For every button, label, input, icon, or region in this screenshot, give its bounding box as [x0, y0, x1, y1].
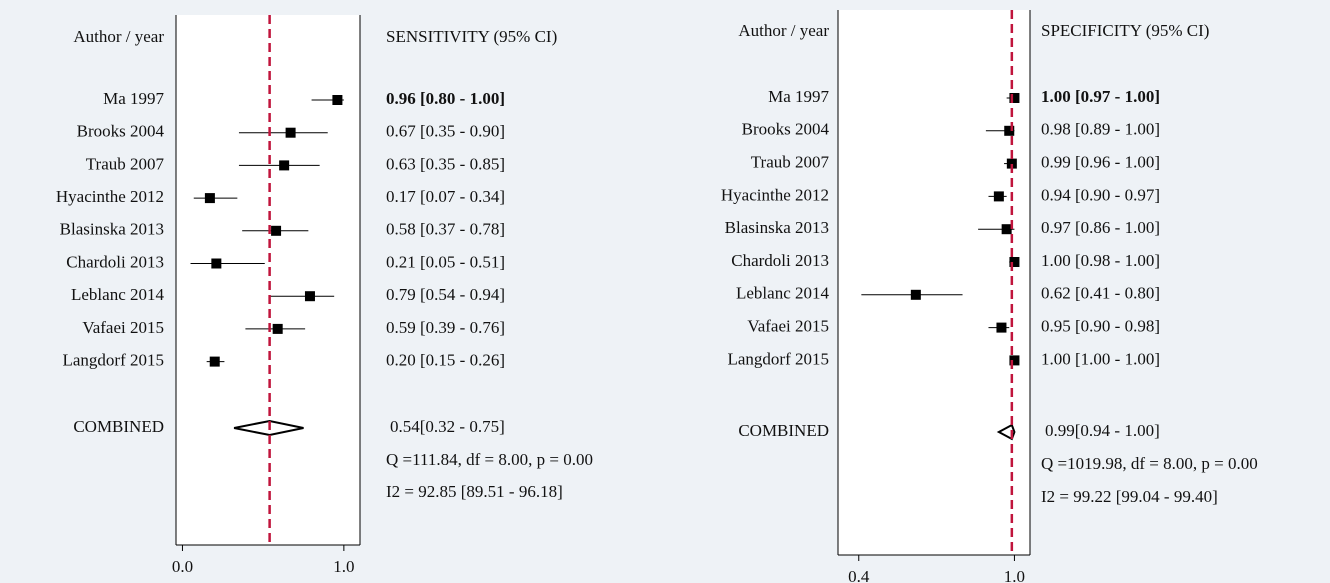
plot-area	[838, 10, 1030, 555]
point-estimate	[1009, 355, 1020, 366]
x-tick-label: 0.0	[172, 557, 193, 576]
study-estimate: 0.20 [0.15 - 0.26]	[386, 351, 505, 370]
x-tick-label: 1.0	[333, 557, 354, 576]
point-estimate	[332, 95, 343, 105]
point-estimate	[1006, 158, 1017, 169]
point-estimate	[271, 225, 282, 236]
point-estimate	[279, 160, 290, 171]
heterogeneity: Q =1019.98, df = 8.00, p = 0.00	[1041, 454, 1258, 473]
point-estimate	[993, 191, 1004, 202]
study-name: Leblanc 2014	[736, 284, 829, 303]
study-name: Ma 1997	[768, 87, 829, 106]
study-name: Vafaei 2015	[747, 317, 829, 336]
study-estimate: 0.99 [0.96 - 1.00]	[1041, 153, 1160, 172]
study-estimate: 0.21 [0.05 - 0.51]	[386, 252, 505, 271]
study-name: Traub 2007	[751, 153, 830, 172]
study-estimate: 1.00 [1.00 - 1.00]	[1041, 349, 1160, 368]
point-estimate	[996, 322, 1007, 333]
heterogeneity: I2 = 99.22 [99.04 - 99.40]	[1041, 487, 1218, 506]
point-estimate	[211, 258, 222, 269]
study-estimate: 0.63 [0.35 - 0.85]	[386, 154, 505, 173]
point-estimate	[1009, 257, 1020, 267]
combined-name: COMBINED	[73, 417, 164, 436]
study-name: Hyacinthe 2012	[721, 185, 829, 204]
study-name: Blasinska 2013	[60, 220, 164, 239]
point-estimate	[1004, 125, 1015, 136]
point-estimate	[910, 289, 921, 300]
study-estimate: 0.17 [0.07 - 0.34]	[386, 187, 505, 206]
label-header: Author / year	[738, 21, 829, 40]
study-name: Leblanc 2014	[71, 285, 164, 304]
study-name: Blasinska 2013	[725, 218, 829, 237]
study-estimate: 0.62 [0.41 - 0.80]	[1041, 284, 1160, 303]
heterogeneity: Q =111.84, df = 8.00, p = 0.00	[386, 450, 593, 469]
combined-diamond	[996, 423, 1016, 441]
study-name: Chardoli 2013	[66, 252, 164, 271]
study-estimate: 0.98 [0.89 - 1.00]	[1041, 120, 1160, 139]
study-name: Ma 1997	[103, 89, 164, 108]
study-name: Chardoli 2013	[731, 251, 829, 270]
combined-estimate: 0.99[0.94 - 1.00]	[1045, 421, 1160, 440]
study-name: Traub 2007	[86, 154, 165, 173]
study-name: Vafaei 2015	[82, 318, 164, 337]
combined-estimate: 0.54[0.32 - 0.75]	[390, 417, 505, 436]
study-estimate: 0.67 [0.35 - 0.90]	[386, 122, 505, 141]
combined-name: COMBINED	[738, 421, 829, 440]
stat-header: SENSITIVITY (95% CI)	[386, 27, 557, 46]
study-name: Brooks 2004	[742, 120, 830, 139]
study-name: Brooks 2004	[77, 122, 165, 141]
point-estimate	[304, 291, 315, 302]
study-estimate: 0.59 [0.39 - 0.76]	[386, 318, 505, 337]
study-estimate: 0.58 [0.37 - 0.78]	[386, 220, 505, 239]
study-name: Hyacinthe 2012	[56, 187, 164, 206]
label-header: Author / year	[73, 27, 164, 46]
study-estimate: 0.95 [0.90 - 0.98]	[1041, 317, 1160, 336]
heterogeneity: I2 = 92.85 [89.51 - 96.18]	[386, 482, 563, 501]
study-estimate: 1.00 [0.97 - 1.00]	[1041, 87, 1160, 106]
study-estimate: 0.97 [0.86 - 1.00]	[1041, 218, 1160, 237]
study-name: Langdorf 2015	[727, 349, 829, 368]
point-estimate	[285, 127, 296, 138]
x-tick-label: 1.0	[1004, 567, 1025, 583]
study-estimate: 0.96 [0.80 - 1.00]	[386, 89, 505, 108]
study-name: Langdorf 2015	[62, 351, 164, 370]
point-estimate	[209, 356, 220, 367]
study-estimate: 0.94 [0.90 - 0.97]	[1041, 185, 1160, 204]
point-estimate	[1009, 93, 1020, 103]
study-estimate: 0.79 [0.54 - 0.94]	[386, 285, 505, 304]
point-estimate	[1001, 224, 1012, 235]
plot-area	[176, 15, 360, 545]
study-estimate: 1.00 [0.98 - 1.00]	[1041, 251, 1160, 270]
stat-header: SPECIFICITY (95% CI)	[1041, 21, 1209, 40]
x-tick-label: 0.4	[848, 567, 870, 583]
point-estimate	[272, 323, 283, 334]
point-estimate	[204, 193, 215, 204]
